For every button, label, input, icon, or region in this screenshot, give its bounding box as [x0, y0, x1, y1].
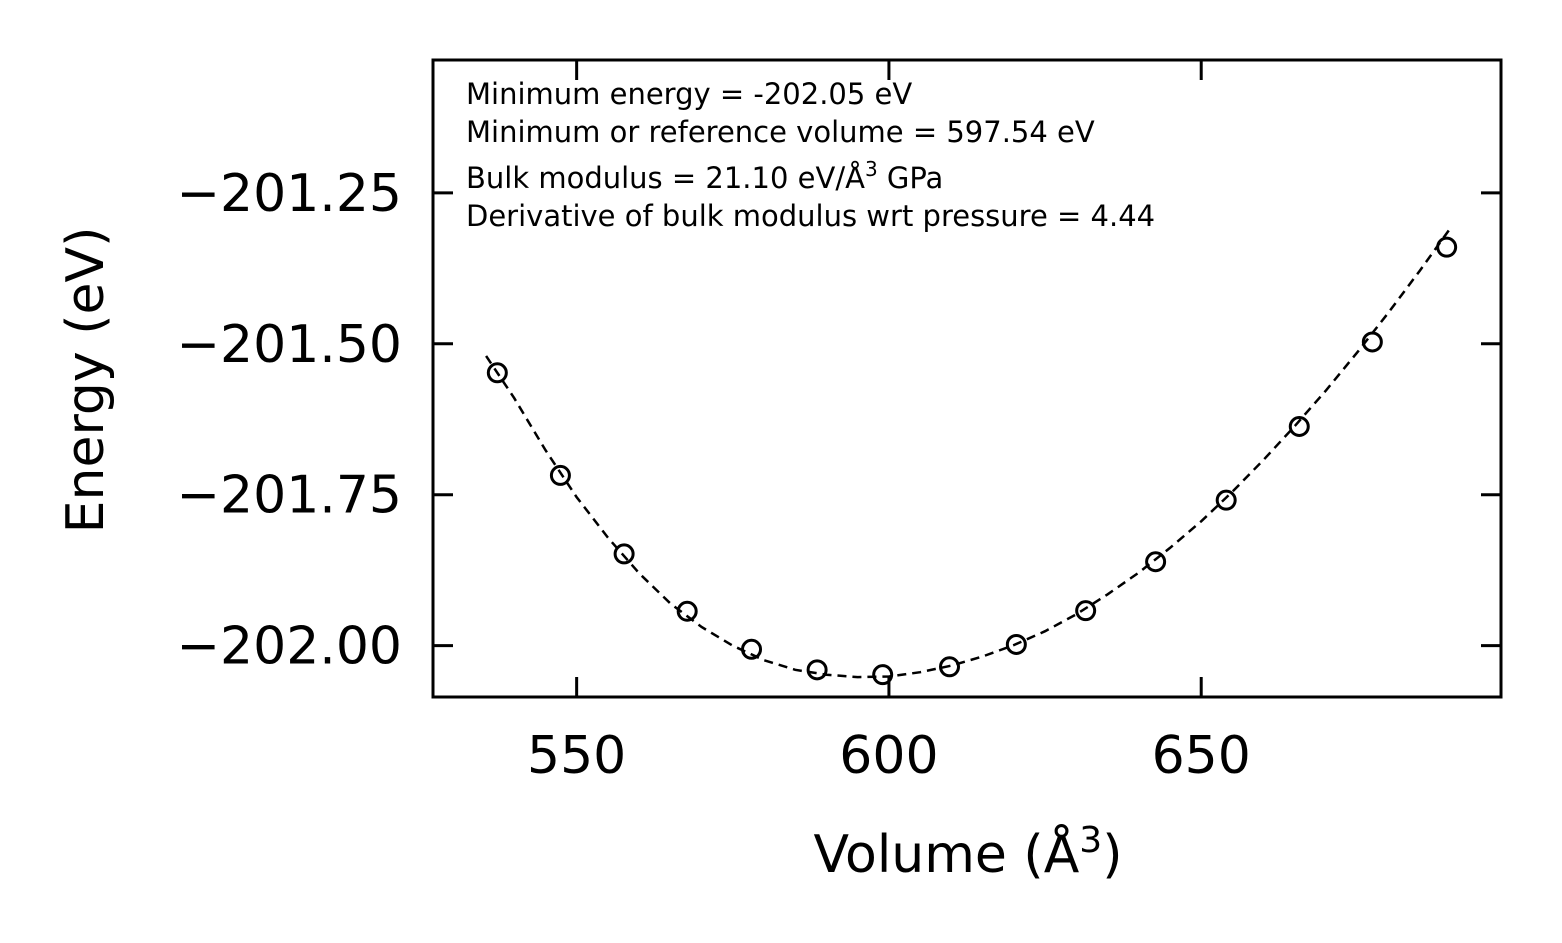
data-point	[486, 362, 508, 384]
annotation-bulk-modulus: Bulk modulus = 21.10 eV/Å3 GPa	[466, 157, 943, 195]
data-point	[741, 638, 763, 660]
data-point	[613, 543, 635, 565]
data-point	[872, 664, 894, 686]
y-tick-label: −201.50	[176, 315, 402, 375]
annotation-min-energy: Minimum energy = -202.05 eV	[466, 77, 912, 111]
data-point	[1288, 416, 1310, 438]
plot-frame	[431, 58, 1503, 699]
data-point	[549, 464, 571, 486]
data-point	[939, 656, 961, 678]
y-tick-label: −201.75	[176, 466, 402, 526]
data-point	[1145, 551, 1167, 573]
data-point	[1215, 489, 1237, 511]
x-tick-label: 650	[1152, 726, 1251, 786]
data-point	[1436, 236, 1458, 258]
data-point	[1361, 331, 1383, 353]
x-tick-label: 550	[527, 726, 626, 786]
ticks	[433, 60, 1501, 697]
y-tick-label: −202.00	[176, 617, 402, 677]
data-point	[1075, 600, 1097, 622]
y-tick-label: −201.25	[176, 164, 402, 224]
annotation-derivative: Derivative of bulk modulus wrt pressure …	[466, 199, 1155, 233]
data-point	[806, 659, 828, 681]
data-points	[486, 236, 1458, 686]
fit-line	[485, 226, 1453, 679]
x-tick-label: 600	[839, 726, 938, 786]
y-axis-label: Energy (eV)	[56, 227, 116, 534]
annotation-ref-volume: Minimum or reference volume = 597.54 eV	[466, 115, 1095, 149]
tick-labels: 550 600 650 −201.25 −201.50 −201.75 −202.00	[176, 164, 1250, 786]
x-axis-label: Volume (Å3)	[814, 820, 1123, 885]
data-point	[676, 600, 698, 622]
annotation-box: Minimum energy = -202.05 eV Minimum or r…	[466, 77, 1155, 233]
data-point	[1005, 633, 1027, 655]
